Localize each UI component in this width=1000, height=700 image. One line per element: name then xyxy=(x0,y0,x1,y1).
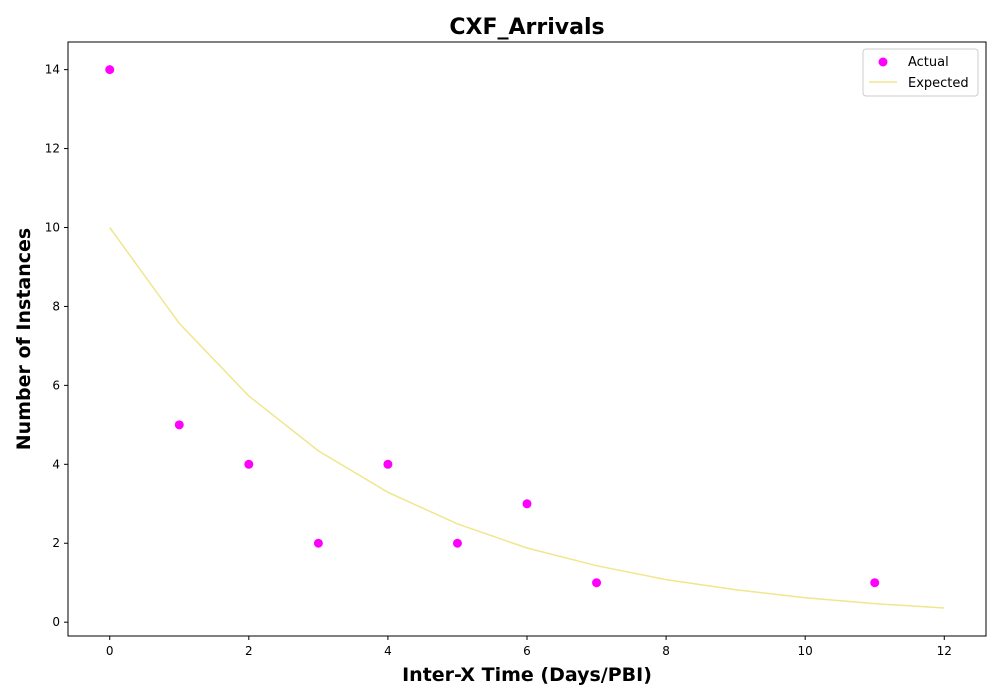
actual-point xyxy=(313,538,323,548)
x-tick-label: 0 xyxy=(106,644,114,658)
actual-point xyxy=(383,459,393,469)
plot-frame xyxy=(67,41,987,637)
y-tick-label: 4 xyxy=(52,457,60,471)
x-tick-label: 12 xyxy=(937,644,952,658)
y-tick-label: 0 xyxy=(52,615,60,629)
legend: Actual Expected xyxy=(862,48,979,97)
legend-actual-marker xyxy=(878,57,888,67)
actual-point xyxy=(244,459,254,469)
legend-expected-label: Expected xyxy=(908,76,969,91)
actual-point xyxy=(522,499,532,509)
x-tick-label: 4 xyxy=(384,644,392,658)
y-tick-label: 6 xyxy=(52,378,60,392)
x-tick-label: 10 xyxy=(798,644,813,658)
legend-box xyxy=(862,48,979,97)
actual-point xyxy=(174,420,184,430)
actual-point xyxy=(870,578,880,588)
y-tick-label: 2 xyxy=(52,536,60,550)
y-tick-label: 10 xyxy=(45,221,60,235)
x-tick-label: 2 xyxy=(245,644,253,658)
actual-point xyxy=(592,578,602,588)
actual-point xyxy=(452,538,462,548)
y-axis-label: Number of Instances xyxy=(13,228,35,450)
x-axis-label: Inter-X Time (Days/PBI) xyxy=(402,664,652,686)
actual-point xyxy=(105,65,115,75)
x-tick-label: 6 xyxy=(523,644,531,658)
y-tick-label: 8 xyxy=(52,299,60,313)
legend-actual-label: Actual xyxy=(908,55,949,70)
y-tick-label: 12 xyxy=(45,142,60,156)
y-tick-label: 14 xyxy=(45,63,60,77)
expected-line xyxy=(109,227,945,609)
x-tick-label: 8 xyxy=(662,644,670,658)
chart-title: CXF_Arrivals xyxy=(449,15,604,40)
